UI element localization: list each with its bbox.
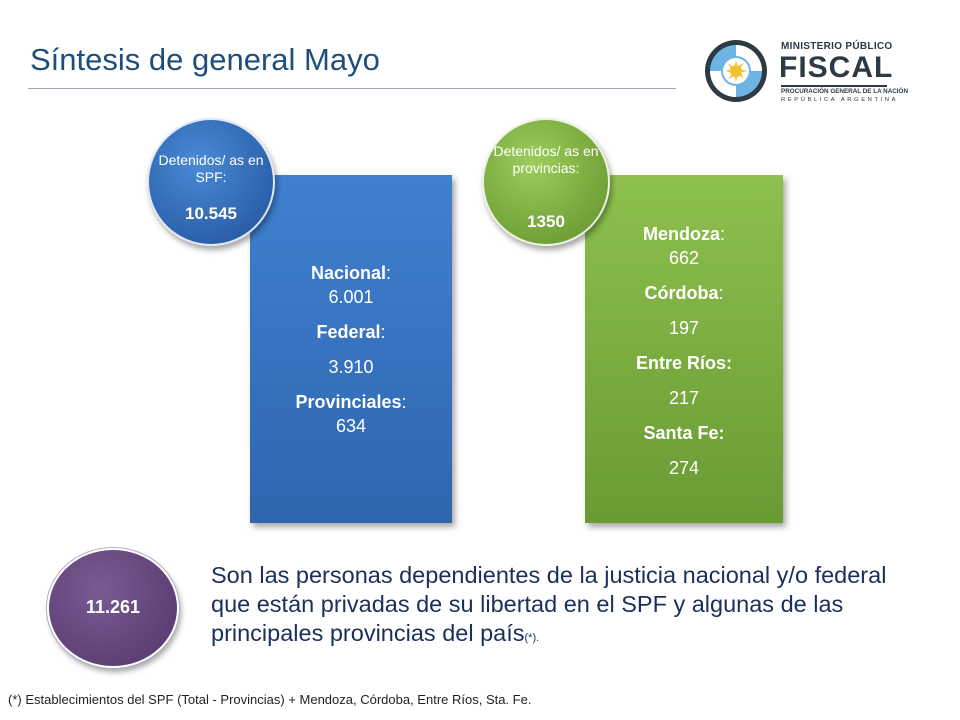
circle-value: 1350 xyxy=(527,212,565,231)
spf-breakdown-list: Nacional: 6.001 Federal: 3.910 Provincia… xyxy=(250,261,452,438)
circle-label: Detenidos/ as en provincias: xyxy=(493,143,599,176)
item-separator: : xyxy=(401,392,407,412)
logo-line-republica: REPÚBLICA ARGENTINA xyxy=(781,97,899,103)
provincias-breakdown-panel: Mendoza: 662 Córdoba: 197 Entre Ríos: 21… xyxy=(585,175,783,523)
item-label: Nacional xyxy=(310,263,386,283)
spf-item-provinciales: Provinciales: xyxy=(250,390,452,414)
item-label: Santa Fe: xyxy=(643,423,725,443)
item-label: Entre Ríos: xyxy=(635,353,732,373)
prov-item-santa-fe: Santa Fe: xyxy=(585,421,783,445)
item-label: Córdoba xyxy=(644,283,719,303)
spf-item-nacional: Nacional: xyxy=(250,261,452,285)
item-value: 197 xyxy=(668,318,700,338)
grand-total-circle: 11.261 xyxy=(47,548,179,668)
sun-emblem-icon xyxy=(705,40,767,102)
footnote: (*) Establecimientos del SPF (Total - Pr… xyxy=(8,692,532,707)
circle-label: Detenidos/ as en SPF: xyxy=(158,152,264,185)
item-separator: : xyxy=(718,283,724,303)
logo-line-fiscal: FISCAL xyxy=(779,51,894,84)
logo-line-procuracion: PROCURACIÓN GENERAL DE LA NACIÓN xyxy=(781,88,908,95)
item-value: 274 xyxy=(668,458,700,478)
spf-breakdown-panel: Nacional: 6.001 Federal: 3.910 Provincia… xyxy=(250,175,452,523)
prov-item-entre-rios: Entre Ríos: xyxy=(585,351,783,375)
item-value: 6.001 xyxy=(328,287,374,307)
logo-line-ministerio: MINISTERIO PÚBLICO xyxy=(781,41,893,52)
page-title: Síntesis de general Mayo xyxy=(30,42,380,77)
ministerio-publico-fiscal-logo: MINISTERIO PÚBLICO FISCAL PROCURACIÓN GE… xyxy=(703,38,908,106)
prov-item-mendoza: Mendoza: xyxy=(585,222,783,246)
item-value: 3.910 xyxy=(328,357,374,377)
circle-value: 10.545 xyxy=(185,204,237,223)
item-separator: : xyxy=(386,263,392,283)
summary-text: Son las personas dependientes de la just… xyxy=(211,561,911,653)
item-label: Mendoza xyxy=(642,224,720,244)
item-value: 634 xyxy=(335,416,367,436)
footnote-mark: (*). xyxy=(524,632,540,644)
item-label: Provinciales xyxy=(295,392,402,412)
spf-item-federal: Federal: xyxy=(250,320,452,344)
item-separator: : xyxy=(720,224,726,244)
item-separator: : xyxy=(380,322,386,342)
spf-total-circle: Detenidos/ as en SPF: 10.545 xyxy=(147,118,275,246)
title-divider xyxy=(28,88,676,89)
item-value: 662 xyxy=(668,248,700,268)
prov-item-cordoba: Córdoba: xyxy=(585,281,783,305)
item-label: Federal xyxy=(316,322,381,342)
provincias-total-circle: Detenidos/ as en provincias: 1350 xyxy=(482,118,610,246)
provincias-breakdown-list: Mendoza: 662 Córdoba: 197 Entre Ríos: 21… xyxy=(585,222,783,480)
summary-sentence: Son las personas dependientes de la just… xyxy=(211,562,887,646)
item-value: 217 xyxy=(668,388,700,408)
circle-value: 11.261 xyxy=(85,597,141,617)
logo-divider xyxy=(781,85,887,87)
